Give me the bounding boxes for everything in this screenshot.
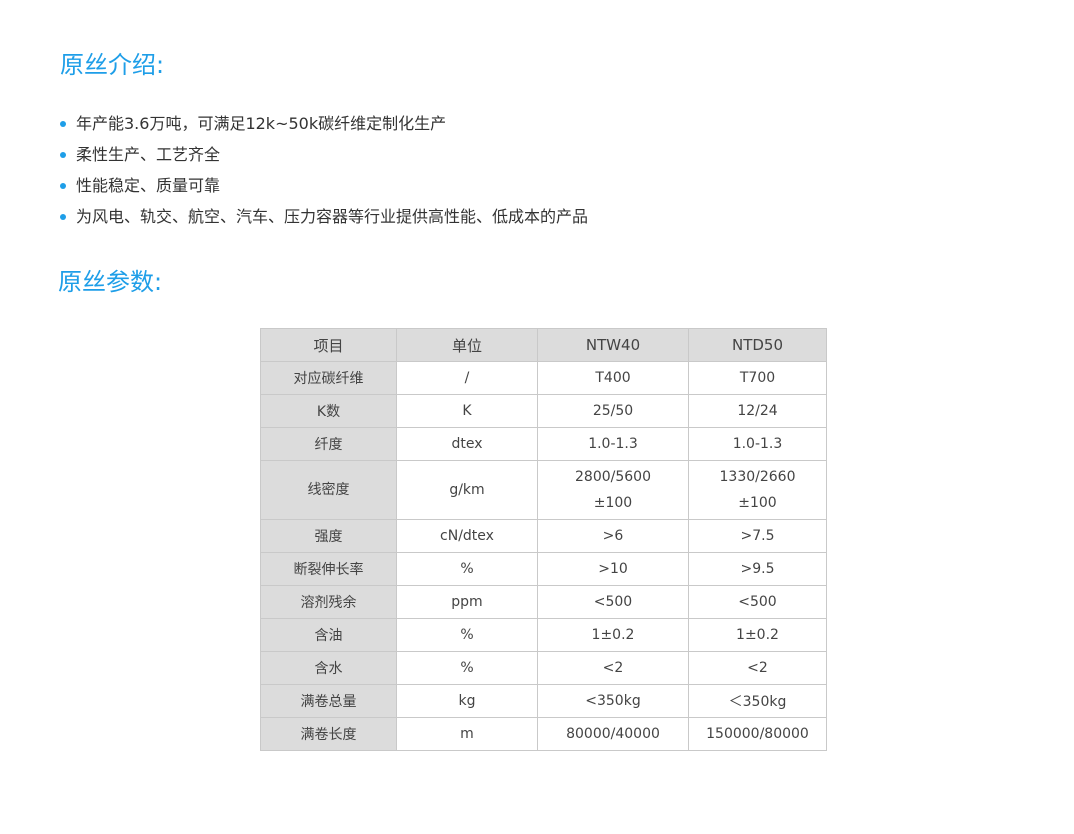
- table-cell: >6: [537, 519, 689, 553]
- table-cell: kg: [396, 684, 538, 718]
- header-item: 项目: [260, 328, 397, 362]
- intro-heading: 原丝介绍:: [60, 51, 165, 79]
- header-unit: 单位: [396, 328, 538, 362]
- list-item-text: 性能稳定、质量可靠: [76, 176, 221, 195]
- cell-value: 2800/5600: [575, 469, 651, 485]
- table-cell: 25/50: [537, 394, 689, 428]
- table-cell: >9.5: [688, 552, 827, 586]
- cell-tolerance: ±100: [593, 495, 633, 511]
- table-cell: K数: [260, 394, 397, 428]
- table-cell: T700: [688, 361, 827, 395]
- table-cell: /: [396, 361, 538, 395]
- header-ntw40: NTW40: [537, 328, 689, 362]
- table-cell: 12/24: [688, 394, 827, 428]
- table-cell: dtex: [396, 427, 538, 461]
- table-cell: 断裂伸长率: [260, 552, 397, 586]
- list-item: 年产能3.6万吨，可满足12k~50k碳纤维定制化生产: [60, 108, 588, 139]
- table-cell: 含水: [260, 651, 397, 685]
- bullet-icon: [60, 182, 66, 189]
- table-cell: <500: [537, 585, 689, 619]
- table-cell: 150000/80000: [688, 717, 827, 751]
- table-row: 对应碳纤维 / T400 T700: [260, 361, 827, 395]
- table-cell: 1±0.2: [688, 618, 827, 652]
- table-cell: 满卷长度: [260, 717, 397, 751]
- table-cell: K: [396, 394, 538, 428]
- table-cell: 含油: [260, 618, 397, 652]
- table-cell: g/km: [396, 460, 538, 520]
- table-row: 断裂伸长率% >10 >9.5: [260, 552, 827, 586]
- table-row: 满卷总量 kg <350kg ＜350kg: [260, 684, 827, 718]
- table-cell: ＜350kg: [688, 684, 827, 718]
- table-cell: 80000/40000: [537, 717, 689, 751]
- list-item: 柔性生产、工艺齐全: [60, 139, 588, 170]
- table-cell: m: [396, 717, 538, 751]
- table-row: 含水% <2 <2: [260, 651, 827, 685]
- table-cell: 溶剂残余: [260, 585, 397, 619]
- table-cell: >7.5: [688, 519, 827, 553]
- bullet-icon: [60, 120, 66, 127]
- table-cell: 满卷总量: [260, 684, 397, 718]
- table-cell: 1±0.2: [537, 618, 689, 652]
- table-cell: cN/dtex: [396, 519, 538, 553]
- params-table: 项目 单位 NTW40 NTD50 对应碳纤维 / T400 T700 K数 K 25/50…: [260, 328, 827, 751]
- list-item-text: 年产能3.6万吨，可满足12k~50k碳纤维定制化生产: [76, 114, 447, 133]
- table-row: 溶剂残余 ppm <500 <500: [260, 585, 827, 619]
- table-cell: <2: [688, 651, 827, 685]
- table-cell: 纤度: [260, 427, 397, 461]
- table-header-row: 项目 单位 NTW40 NTD50: [260, 328, 827, 362]
- header-ntd50: NTD50: [688, 328, 827, 362]
- table-cell: 线密度: [260, 460, 397, 520]
- table-cell: ppm: [396, 585, 538, 619]
- table-cell: <500: [688, 585, 827, 619]
- table-cell: 强度: [260, 519, 397, 553]
- table-row: 纤度 dtex 1.0-1.3 1.0-1.3: [260, 427, 827, 461]
- intro-list: 年产能3.6万吨，可满足12k~50k碳纤维定制化生产 柔性生产、工艺齐全 性能…: [60, 108, 588, 232]
- cell-value: 1330/2660: [719, 469, 796, 485]
- table-cell: 对应碳纤维: [260, 361, 397, 395]
- bullet-icon: [60, 151, 66, 158]
- bullet-icon: [60, 213, 66, 220]
- table-row: 线密度 g/km 2800/5600 ±100 1330/2660 ±100: [260, 460, 827, 520]
- table-cell: 1330/2660 ±100: [688, 460, 827, 520]
- table-cell: >10: [537, 552, 689, 586]
- table-cell: %: [396, 552, 538, 586]
- list-item-text: 柔性生产、工艺齐全: [76, 145, 221, 164]
- table-cell: <2: [537, 651, 689, 685]
- list-item: 为风电、轨交、航空、汽车、压力容器等行业提供高性能、低成本的产品: [60, 201, 588, 232]
- table-row: 含油% 1±0.2 1±0.2: [260, 618, 827, 652]
- table-cell: %: [396, 618, 538, 652]
- table-cell: 2800/5600 ±100: [537, 460, 689, 520]
- list-item: 性能稳定、质量可靠: [60, 170, 588, 201]
- table-row: K数 K 25/50 12/24: [260, 394, 827, 428]
- table-row: 满卷长度 m 80000/40000 150000/80000: [260, 717, 827, 751]
- table-row: 强度 cN/dtex >6 >7.5: [260, 519, 827, 553]
- list-item-text: 为风电、轨交、航空、汽车、压力容器等行业提供高性能、低成本的产品: [76, 207, 589, 226]
- table-cell: %: [396, 651, 538, 685]
- table-cell: 1.0-1.3: [537, 427, 689, 461]
- table-cell: 1.0-1.3: [688, 427, 827, 461]
- table-cell: T400: [537, 361, 689, 395]
- cell-tolerance: ±100: [738, 495, 777, 511]
- params-heading: 原丝参数:: [58, 268, 163, 296]
- table-cell: <350kg: [537, 684, 689, 718]
